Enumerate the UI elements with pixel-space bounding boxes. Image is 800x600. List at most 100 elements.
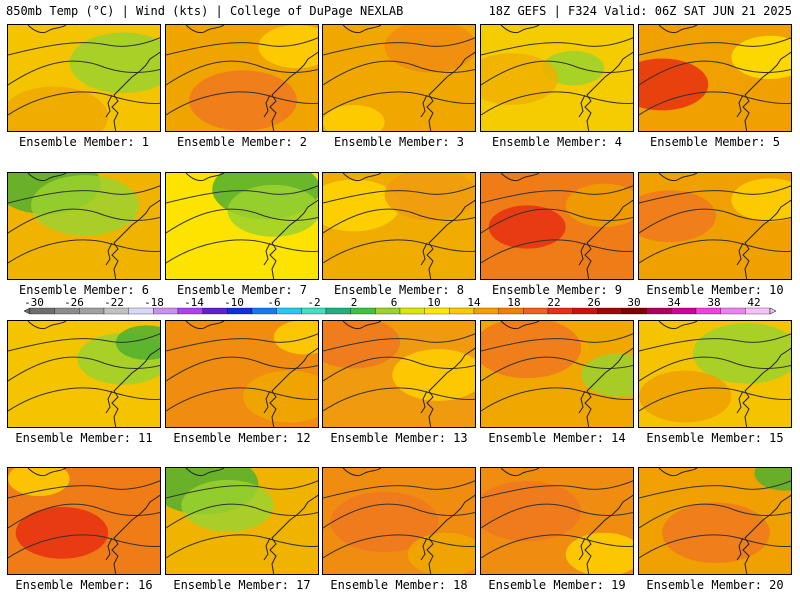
- temperature-map: [8, 468, 160, 574]
- temperature-region: [273, 321, 318, 355]
- lake-outline: [500, 25, 540, 34]
- lake-outline: [658, 321, 698, 330]
- ensemble-member-label: Ensemble Member: 8: [333, 283, 465, 297]
- ensemble-member-label: Ensemble Member: 16: [15, 578, 153, 592]
- isobar-contour: [8, 37, 160, 56]
- temperature-region: [330, 491, 439, 553]
- ensemble-member-label: Ensemble Member: 19: [488, 578, 626, 592]
- isobar-contour: [323, 239, 475, 264]
- colorbar-tick-label: -2: [307, 297, 320, 309]
- ensemble-map-panel: [638, 172, 792, 280]
- bay-outline: [736, 537, 744, 561]
- coastline: [269, 199, 318, 279]
- colorbar-tick-label: 26: [587, 297, 600, 309]
- coastline: [742, 494, 791, 574]
- temperature-region: [731, 178, 791, 222]
- temperature-region: [639, 370, 732, 423]
- colorbar-tick-label: 14: [467, 297, 481, 309]
- temperature-map: [639, 173, 791, 279]
- ensemble-map-panel: [480, 320, 634, 428]
- temperature-region: [481, 480, 582, 542]
- isobar-contour: [481, 480, 633, 499]
- temperature-map: [166, 468, 318, 574]
- isobar-contour: [323, 91, 475, 116]
- isobar-contour: [481, 356, 633, 382]
- colorbar-tick-label: 34: [667, 297, 681, 309]
- bay-outline: [420, 537, 428, 561]
- isobar-contour: [166, 91, 318, 116]
- bay-outline: [420, 94, 428, 118]
- colorbar-tick-label: 2: [351, 297, 358, 309]
- isobar-contour: [639, 356, 791, 382]
- colorbar-segment: [597, 307, 623, 315]
- lake-outline: [342, 321, 382, 330]
- lake-outline: [185, 173, 225, 182]
- coastline: [584, 494, 633, 574]
- ensemble-map-panel: [322, 320, 476, 428]
- lake-outline: [185, 25, 225, 34]
- ensemble-map-panel: [7, 172, 161, 280]
- coastline: [426, 494, 475, 574]
- ensemble-member-label: Ensemble Member: 13: [330, 431, 468, 445]
- isobar-contour: [8, 60, 160, 86]
- lake-outline: [185, 321, 225, 330]
- temperature-map: [639, 25, 791, 131]
- temperature-region: [481, 321, 582, 379]
- temperature-map: [323, 173, 475, 279]
- isobar-contour: [639, 60, 791, 86]
- isobar-contour: [166, 387, 318, 412]
- temperature-map: [481, 173, 633, 279]
- colorbar-tick-label: 6: [391, 297, 398, 309]
- isobar-contour: [8, 91, 160, 116]
- isobar-contour: [8, 534, 160, 559]
- bay-outline: [105, 390, 113, 414]
- isobar-contour: [639, 239, 791, 264]
- isobar-contour: [8, 387, 160, 412]
- temperature-map: [8, 321, 160, 427]
- coastline: [742, 347, 791, 427]
- isobar-contour: [323, 185, 475, 204]
- isobar-contour: [323, 534, 475, 559]
- colorbar-tick-label: 42: [747, 297, 760, 309]
- isobar-contour: [481, 208, 633, 234]
- bay-outline: [736, 94, 744, 118]
- temperature-map: [323, 321, 475, 427]
- isobar-contour: [481, 91, 633, 116]
- coastline: [742, 199, 791, 279]
- colorbar-tick-label: 22: [547, 297, 560, 309]
- ensemble-map-panel: [638, 24, 792, 132]
- isobar-contour: [166, 356, 318, 382]
- colorbar-graphic: -30 -26 -22 -18 -14 -10 -6 -2 2 6 10 14 18 22 26 30 34 38…: [23, 297, 777, 315]
- isobar-contour: [481, 60, 633, 86]
- coastline: [584, 51, 633, 131]
- coastline: [269, 347, 318, 427]
- bay-outline: [578, 242, 586, 266]
- colorbar-tick-label: 18: [507, 297, 520, 309]
- bay-outline: [263, 390, 271, 414]
- temperature-map: [481, 468, 633, 574]
- temperature-region: [542, 50, 605, 86]
- bay-outline: [578, 390, 586, 414]
- isobar-contour: [481, 503, 633, 529]
- colorbar: -30 -26 -22 -18 -14 -10 -6 -2 2 6 10 14 18 22 26 30 34 38…: [0, 297, 800, 319]
- lake-outline: [27, 468, 67, 477]
- coastline: [111, 494, 160, 574]
- temperature-region: [227, 184, 318, 237]
- isobar-contour: [481, 387, 633, 412]
- map-title: 850mb Temp (°C) | Wind (kts) | College o…: [6, 4, 404, 18]
- isobar-contour: [166, 503, 318, 529]
- temperature-region: [323, 104, 385, 131]
- model-run-info: 18Z GEFS | F324 Valid: 06Z SAT JUN 21 20…: [488, 4, 792, 18]
- isobar-contour: [8, 356, 160, 382]
- lake-outline: [658, 25, 698, 34]
- temperature-region: [323, 321, 400, 369]
- lake-outline: [500, 468, 540, 477]
- isobar-contour: [323, 387, 475, 412]
- isobar-contour: [639, 91, 791, 116]
- bay-outline: [105, 537, 113, 561]
- ensemble-map-panel: [7, 24, 161, 132]
- coastline: [111, 51, 160, 131]
- temperature-map: [166, 25, 318, 131]
- temperature-region: [323, 179, 400, 232]
- colorbar-tick-label: 10: [427, 297, 440, 309]
